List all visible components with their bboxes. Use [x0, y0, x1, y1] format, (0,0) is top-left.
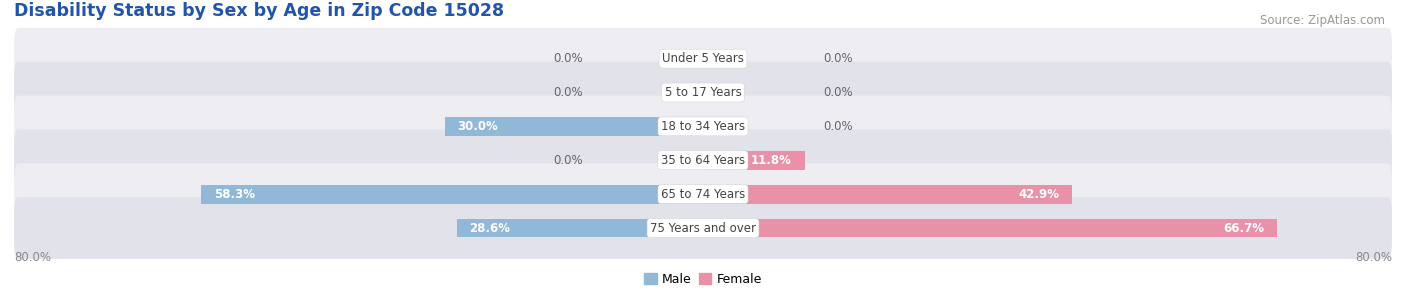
Text: 58.3%: 58.3% [214, 188, 254, 201]
Text: 0.0%: 0.0% [553, 154, 582, 167]
Text: 0.0%: 0.0% [824, 86, 853, 99]
FancyBboxPatch shape [14, 28, 1392, 89]
Text: 66.7%: 66.7% [1223, 221, 1264, 235]
Text: 80.0%: 80.0% [14, 251, 51, 264]
Text: 5 to 17 Years: 5 to 17 Years [665, 86, 741, 99]
Text: 18 to 34 Years: 18 to 34 Years [661, 120, 745, 133]
Text: 28.6%: 28.6% [470, 221, 510, 235]
Text: Source: ZipAtlas.com: Source: ZipAtlas.com [1260, 14, 1385, 27]
FancyBboxPatch shape [14, 95, 1392, 157]
Text: 0.0%: 0.0% [824, 52, 853, 65]
FancyBboxPatch shape [14, 62, 1392, 123]
Text: 0.0%: 0.0% [553, 86, 582, 99]
Text: Disability Status by Sex by Age in Zip Code 15028: Disability Status by Sex by Age in Zip C… [14, 2, 505, 20]
Text: 30.0%: 30.0% [457, 120, 498, 133]
FancyBboxPatch shape [14, 129, 1392, 191]
Text: 35 to 64 Years: 35 to 64 Years [661, 154, 745, 167]
Bar [201, 185, 703, 203]
Bar [703, 219, 1278, 237]
Bar [703, 185, 1073, 203]
Text: 80.0%: 80.0% [1355, 251, 1392, 264]
Text: 75 Years and over: 75 Years and over [650, 221, 756, 235]
Text: Under 5 Years: Under 5 Years [662, 52, 744, 65]
Text: 0.0%: 0.0% [824, 120, 853, 133]
Text: 11.8%: 11.8% [751, 154, 792, 167]
Text: 42.9%: 42.9% [1018, 188, 1060, 201]
Bar [703, 151, 804, 170]
Bar [444, 117, 703, 136]
Text: 65 to 74 Years: 65 to 74 Years [661, 188, 745, 201]
Bar [457, 219, 703, 237]
Legend: Male, Female: Male, Female [640, 268, 766, 291]
FancyBboxPatch shape [14, 197, 1392, 259]
Text: 0.0%: 0.0% [553, 52, 582, 65]
FancyBboxPatch shape [14, 163, 1392, 225]
